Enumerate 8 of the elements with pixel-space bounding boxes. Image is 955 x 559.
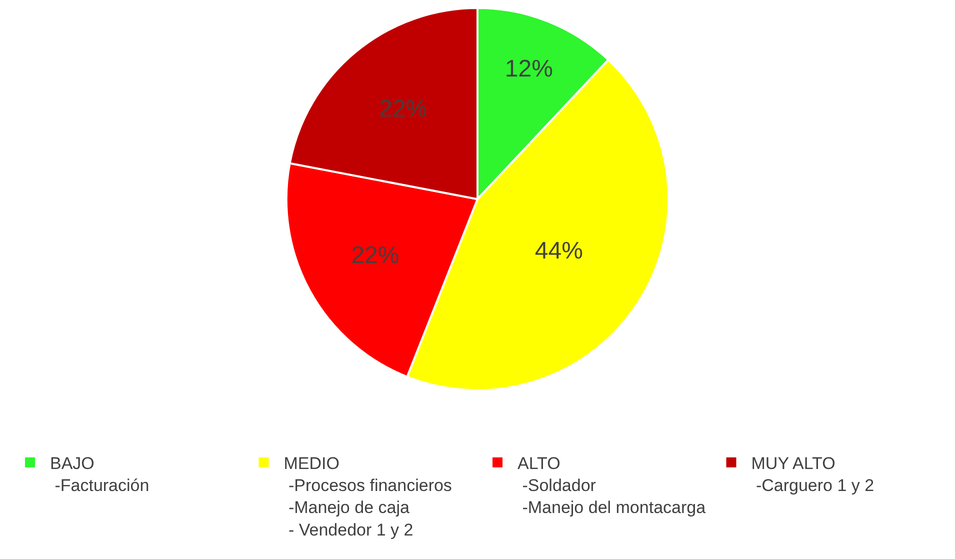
data-label: 22% — [379, 96, 428, 123]
legend-label: MUY ALTO -Carguero 1 y 2 — [751, 454, 874, 496]
legend-label: ALTO -Soldador -Manejo del montacarga — [518, 454, 706, 518]
data-label: 12% — [504, 56, 553, 83]
legend-label: MEDIO -Procesos financieros -Manejo de caja - Vendedor 1 y 2 — [284, 454, 452, 540]
legend-label: BAJO -Facturación — [50, 454, 150, 496]
data-label: 44% — [534, 237, 583, 264]
data-label: 22% — [351, 242, 400, 269]
